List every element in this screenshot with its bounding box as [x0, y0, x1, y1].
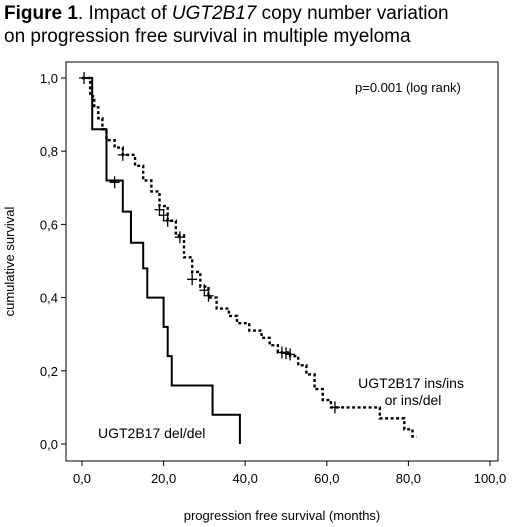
y-tick-label: 0,8	[40, 144, 58, 159]
title-pre: . Impact of	[77, 3, 172, 24]
series-label-ins-line2: or ins/del	[385, 392, 442, 408]
censor-mark	[329, 401, 340, 414]
y-tick-label: 0,2	[40, 364, 58, 379]
censor-mark	[117, 148, 128, 161]
figure-title: Figure 1. Impact of UGT2B17 copy number …	[4, 2, 516, 48]
censor-mark	[109, 176, 120, 189]
x-tick-label: 100,0	[474, 471, 507, 486]
y-tick-label: 1,0	[40, 71, 58, 86]
censor-mark	[158, 209, 169, 222]
p-value-annotation: p=0.001 (log rank)	[355, 80, 461, 95]
x-tick-label: 80,0	[396, 471, 421, 486]
y-axis-label: cumulative survival	[2, 206, 17, 316]
censor-mark	[203, 289, 214, 302]
x-axis-label: progression free survival (months)	[184, 508, 381, 523]
x-tick-label: 60,0	[314, 471, 339, 486]
title-post: copy number variation	[256, 3, 449, 24]
title-line2: on progression free survival in multiple…	[4, 26, 411, 47]
x-tick-label: 40,0	[233, 471, 258, 486]
figure-label: Figure 1	[4, 3, 78, 24]
censor-mark	[187, 273, 198, 286]
y-tick-label: 0,6	[40, 217, 58, 232]
censor-mark	[285, 348, 296, 361]
censor-mark	[174, 231, 185, 244]
censor-mark	[154, 203, 165, 216]
series-label-ins: UGT2B17 ins/ins or ins/del	[358, 375, 468, 408]
series-line-0	[82, 77, 241, 444]
plot-frame	[65, 61, 499, 462]
series-layer	[79, 72, 417, 444]
x-tick-label: 0,0	[73, 471, 91, 486]
censor-mark	[281, 347, 291, 360]
y-tick-label: 0,0	[40, 437, 58, 452]
title-gene: UGT2B17	[171, 3, 257, 24]
axes: 0,0 0,2 0,4 0,6 0,8 1,0 0,0 20,0 40,0 60,0 80,0 100…	[40, 71, 506, 486]
censor-mark	[199, 284, 210, 297]
censor-mark	[162, 214, 173, 227]
series-label-del: UGT2B17 del/del	[98, 425, 205, 441]
series-label-ins-line1: UGT2B17 ins/ins	[358, 375, 464, 391]
x-tick-label: 20,0	[151, 471, 176, 486]
censor-mark	[79, 72, 90, 84]
censor-mark	[276, 346, 287, 359]
y-tick-label: 0,4	[40, 291, 58, 306]
series-line-1	[82, 76, 417, 438]
